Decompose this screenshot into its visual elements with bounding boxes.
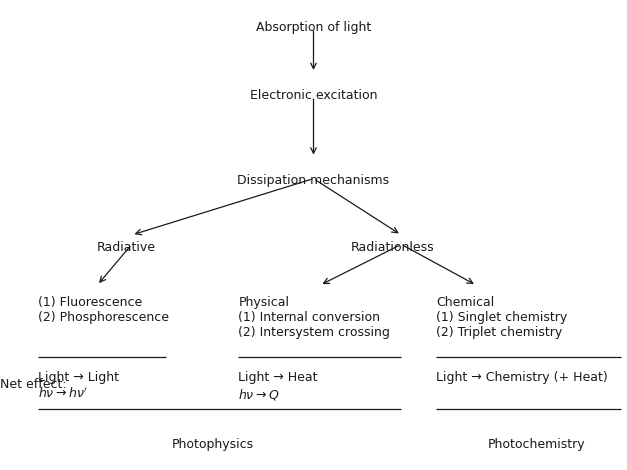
Text: Dissipation mechanisms: Dissipation mechanisms [238,174,389,187]
Text: (1) Fluorescence
(2) Phosphorescence: (1) Fluorescence (2) Phosphorescence [38,296,169,324]
Text: Radiative: Radiative [97,241,156,254]
Text: Electronic excitation: Electronic excitation [250,89,377,102]
Text: Radiationless: Radiationless [351,241,435,254]
Text: Net effect:: Net effect: [0,378,66,392]
Text: Light → Light
$h\nu \rightarrow h\nu'$: Light → Light $h\nu \rightarrow h\nu'$ [38,371,119,401]
Text: Photophysics: Photophysics [172,438,254,451]
Text: Absorption of light: Absorption of light [256,21,371,34]
Text: Physical
(1) Internal conversion
(2) Intersystem crossing: Physical (1) Internal conversion (2) Int… [238,296,390,339]
Text: Light → Chemistry (+ Heat): Light → Chemistry (+ Heat) [436,371,608,384]
Text: Chemical
(1) Singlet chemistry
(2) Triplet chemistry: Chemical (1) Singlet chemistry (2) Tripl… [436,296,567,339]
Text: Photochemistry: Photochemistry [487,438,585,451]
Text: Light → Heat
$h\nu \rightarrow Q$: Light → Heat $h\nu \rightarrow Q$ [238,371,318,401]
